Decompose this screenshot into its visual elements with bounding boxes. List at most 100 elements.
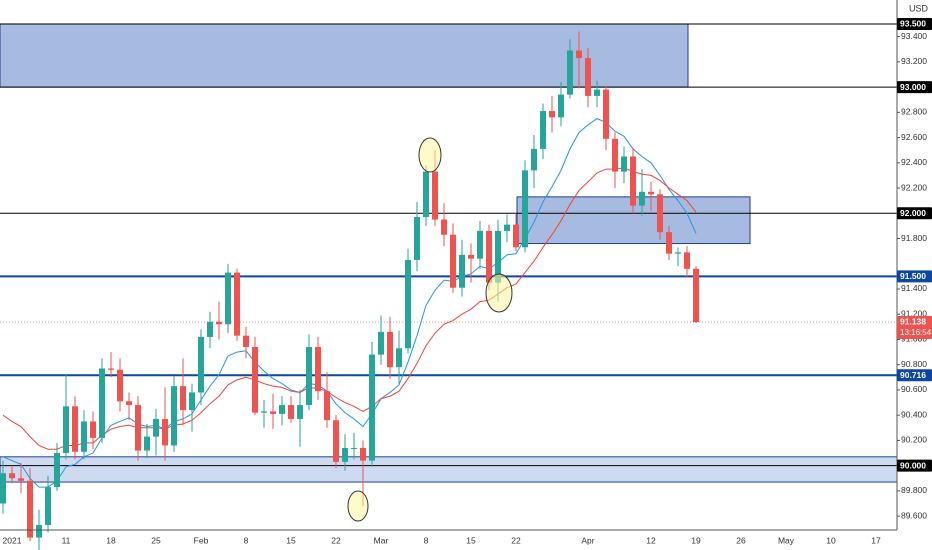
y-tick-label: 89.800 — [901, 485, 927, 495]
candle-body — [495, 230, 501, 283]
candle-body — [558, 94, 564, 118]
candle-body — [513, 224, 519, 248]
candle-body — [324, 391, 330, 421]
price-tag-label: 93.500 — [900, 19, 926, 29]
price-tag-label: 93.000 — [900, 82, 926, 92]
candle-body — [486, 230, 492, 283]
candle-body — [144, 436, 150, 451]
moving-average-line — [2, 118, 697, 488]
candle-body — [117, 369, 123, 402]
price-tag — [897, 81, 932, 94]
y-tick-label: 90.800 — [901, 359, 927, 369]
candle-body — [315, 347, 321, 392]
price-tag-label: 91.500 — [900, 271, 926, 281]
x-tick-label: 22 — [511, 535, 521, 545]
candle-body — [9, 473, 15, 479]
x-tick-label: 2021 — [3, 535, 22, 545]
candle-body — [675, 252, 681, 254]
x-tick-label: 18 — [106, 535, 116, 545]
last-price-label: 91.138 — [900, 316, 926, 326]
candle-body — [36, 524, 42, 538]
candle-body — [531, 148, 537, 171]
y-tick-label: 89.600 — [901, 510, 927, 520]
candle-body — [666, 232, 672, 254]
y-tick-label: 91.400 — [901, 283, 927, 293]
candle-body — [387, 331, 393, 368]
candle-body — [576, 50, 582, 59]
x-tick-label: 8 — [424, 535, 429, 545]
candle-body — [504, 224, 510, 231]
candle-body — [396, 348, 402, 368]
candle-body — [477, 230, 483, 259]
candle-body — [450, 234, 456, 288]
y-tick-label: 92.200 — [901, 182, 927, 192]
candle-body — [603, 89, 609, 139]
x-tick-label: May — [778, 535, 795, 545]
candle-body — [189, 392, 195, 411]
candle-body — [648, 191, 654, 195]
candle-body — [612, 138, 618, 172]
x-tick-label: 19 — [691, 535, 701, 545]
candle-body — [540, 111, 546, 149]
price-tag — [897, 207, 932, 220]
price-tag-label: 92.000 — [900, 208, 926, 218]
candle-body — [153, 418, 159, 437]
candle-body — [135, 405, 141, 451]
candle-body — [288, 405, 294, 419]
candle-body — [459, 254, 465, 288]
candle-body — [207, 321, 213, 337]
candle-body — [441, 219, 447, 235]
candle-body — [108, 368, 114, 370]
candle-body — [585, 58, 591, 96]
candle-body — [225, 272, 231, 325]
candle-body — [99, 368, 105, 438]
y-tick-label: 92.600 — [901, 132, 927, 142]
zone — [0, 456, 898, 483]
zone — [0, 23, 689, 88]
candle-body — [261, 411, 267, 413]
candle-body — [639, 191, 645, 206]
last-price-tag — [897, 316, 932, 340]
x-tick-label: Mar — [374, 535, 389, 545]
candle-body — [333, 420, 339, 462]
candle-body — [306, 347, 312, 406]
y-tick-label: 93.200 — [901, 56, 927, 66]
price-tag — [897, 459, 932, 472]
candle-body — [549, 111, 555, 118]
highlight-circle — [418, 137, 442, 173]
highlight-circle — [347, 490, 369, 522]
x-tick-label: 12 — [646, 535, 656, 545]
candle-body — [414, 217, 420, 260]
price-tag — [897, 369, 932, 382]
annotations — [347, 137, 513, 522]
candle-body — [126, 401, 132, 406]
candle-body — [279, 405, 285, 414]
candle-body — [351, 447, 357, 449]
candle-body — [252, 347, 258, 413]
candle-body — [63, 406, 69, 454]
x-tick-label: 8 — [244, 535, 249, 545]
candle-body — [378, 331, 384, 355]
y-tick-label: 92.800 — [901, 107, 927, 117]
price-tag-label: 90.000 — [900, 460, 926, 470]
price-tag-label: 90.716 — [900, 370, 926, 380]
candle-body — [567, 50, 573, 95]
candle-body — [81, 421, 87, 452]
candle-body — [297, 405, 303, 419]
moving-average-line — [2, 167, 697, 450]
candle-body — [657, 194, 663, 233]
x-tick-label: 11 — [62, 535, 71, 545]
x-tick-label: 15 — [286, 535, 296, 545]
candle-body — [72, 406, 78, 452]
y-tick-label: 91.800 — [901, 233, 927, 243]
candle-body — [162, 418, 168, 446]
candle-body — [342, 447, 348, 462]
candle-body — [90, 421, 96, 438]
candle-body — [360, 447, 366, 461]
x-tick-label: 17 — [871, 535, 881, 545]
x-tick-label: 10 — [826, 535, 836, 545]
x-tick-label: 25 — [151, 535, 161, 545]
candle-body — [522, 170, 528, 248]
